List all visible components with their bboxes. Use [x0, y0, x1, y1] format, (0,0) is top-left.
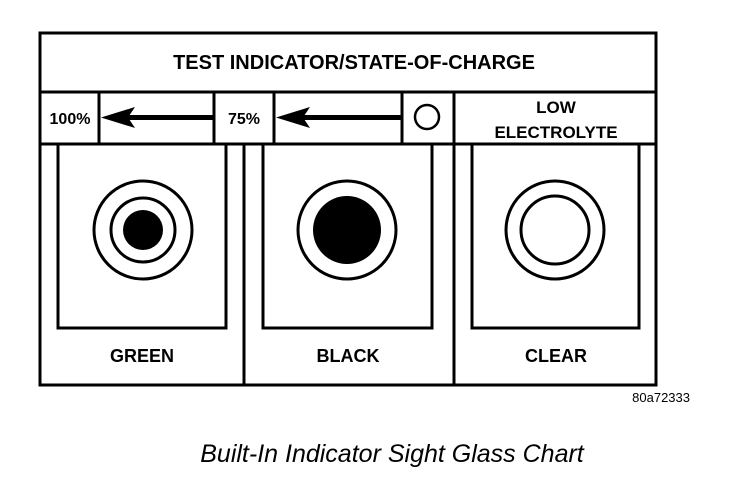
black-window — [261, 144, 434, 330]
arrow-left-icon — [101, 107, 214, 128]
green-label: GREEN — [110, 346, 174, 366]
low-label-line1: LOW — [536, 98, 577, 117]
caption: Built-In Indicator Sight Glass Chart — [200, 440, 585, 468]
low-label-line2: ELECTROLYTE — [494, 123, 617, 142]
figure-id: 80a72333 — [632, 390, 690, 405]
clear-outer-ring — [504, 179, 606, 281]
green-outer-ring — [92, 179, 194, 281]
outer-frame — [38, 31, 658, 387]
clear-label: CLEAR — [525, 346, 587, 366]
chart-title: TEST INDICATOR/STATE-OF-CHARGE — [173, 52, 535, 74]
open-circle-icon — [413, 103, 441, 131]
arrow-left-icon — [276, 107, 402, 128]
scale-75: 75% — [228, 111, 260, 128]
black-outer-ring — [296, 179, 398, 281]
black-dot — [313, 196, 381, 264]
clear-window — [470, 144, 641, 330]
green-inner-ring — [109, 196, 177, 264]
clear-inner-ring — [519, 194, 591, 266]
green-window — [56, 144, 228, 330]
green-dot — [123, 210, 163, 250]
black-label: BLACK — [317, 346, 380, 366]
scale-100: 100% — [50, 111, 91, 128]
